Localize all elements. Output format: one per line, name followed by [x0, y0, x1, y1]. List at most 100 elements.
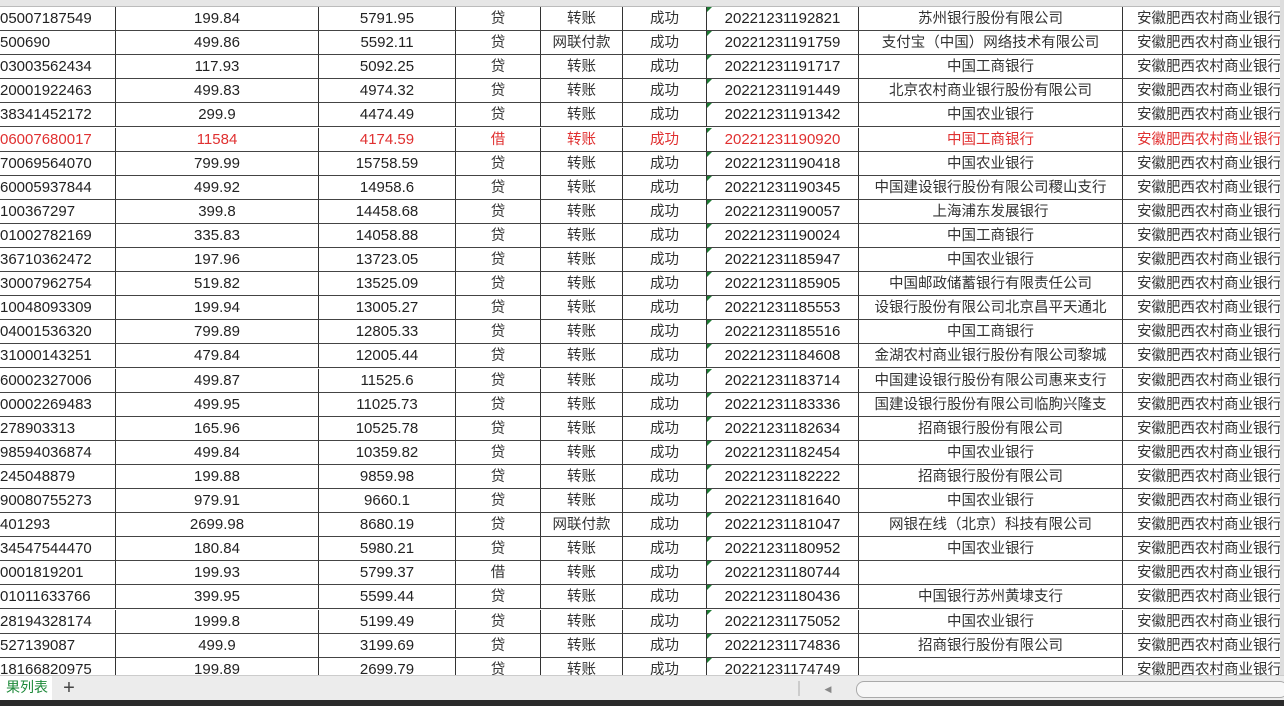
- transaction-type-cell[interactable]: 转账: [541, 537, 623, 562]
- table-row[interactable]: 245048879 199.88 9859.98 贷转账 成功 2022123118222…: [0, 464, 1280, 489]
- counterparty-bank-cell[interactable]: 中国邮政储蓄银行有限责任公司: [859, 272, 1123, 297]
- bank-cell[interactable]: 安徽肥西农村商业银行: [1123, 152, 1280, 176]
- status-cell[interactable]: 成功: [623, 633, 707, 658]
- transaction-type-cell[interactable]: 转账: [541, 440, 623, 465]
- timestamp-cell[interactable]: 20221231190024: [707, 223, 859, 248]
- status-cell[interactable]: 成功: [623, 7, 707, 31]
- status-cell[interactable]: 成功: [623, 175, 707, 200]
- debit-credit-cell[interactable]: 贷: [456, 7, 541, 31]
- account-cell[interactable]: 00002269483: [0, 392, 116, 417]
- transaction-type-cell[interactable]: 转账: [541, 320, 623, 345]
- horizontal-scrollbar[interactable]: [856, 681, 1284, 698]
- bank-cell[interactable]: 安徽肥西农村商业银行: [1123, 417, 1280, 441]
- bank-cell[interactable]: 安徽肥西农村商业银行: [1123, 103, 1280, 128]
- timestamp-cell[interactable]: 20221231182634: [707, 416, 859, 441]
- bank-cell[interactable]: 安徽肥西农村商业银行: [1123, 31, 1280, 56]
- counterparty-bank-cell[interactable]: 招商银行股份有限公司: [859, 633, 1123, 658]
- debit-credit-cell[interactable]: 贷: [456, 368, 541, 393]
- debit-credit-cell[interactable]: 贷: [456, 223, 541, 248]
- bank-cell[interactable]: 安徽肥西农村商业银行: [1123, 441, 1280, 465]
- counterparty-bank-cell[interactable]: 苏州银行股份有限公司: [859, 7, 1123, 31]
- timestamp-cell[interactable]: 20221231183714: [707, 368, 859, 393]
- bank-cell[interactable]: 安徽肥西农村商业银行: [1123, 296, 1280, 321]
- status-cell[interactable]: 成功: [623, 55, 707, 80]
- debit-credit-cell[interactable]: 贷: [456, 31, 541, 56]
- account-cell[interactable]: 10048093309: [0, 296, 116, 321]
- sheet-tab-active[interactable]: 果列表: [0, 676, 52, 701]
- account-cell[interactable]: 38341452172: [0, 103, 116, 128]
- status-cell[interactable]: 成功: [623, 561, 707, 586]
- balance-cell[interactable]: 9859.98: [319, 464, 456, 489]
- counterparty-bank-cell[interactable]: 中国农业银行: [859, 609, 1123, 634]
- transaction-type-cell[interactable]: 转账: [541, 609, 623, 634]
- table-row[interactable]: 60005937844 499.92 14958.6 贷转账 成功 20221231190…: [0, 175, 1280, 200]
- balance-cell[interactable]: 13723.05: [319, 248, 456, 272]
- timestamp-cell[interactable]: 20221231175052: [707, 609, 859, 634]
- debit-credit-cell[interactable]: 贷: [456, 657, 541, 675]
- account-cell[interactable]: 18166820975: [0, 657, 116, 675]
- transaction-type-cell[interactable]: 转账: [541, 103, 623, 128]
- transaction-type-cell[interactable]: 转账: [541, 392, 623, 417]
- timestamp-cell[interactable]: 20221231191759: [707, 31, 859, 56]
- counterparty-bank-cell[interactable]: 中国建设银行股份有限公司稷山支行: [859, 175, 1123, 200]
- table-row[interactable]: 401293 2699.98 8680.19 贷网联付款 成功 2022123118104…: [0, 513, 1280, 538]
- account-cell[interactable]: 01011633766: [0, 585, 116, 610]
- account-cell[interactable]: 500690: [0, 31, 116, 56]
- table-row[interactable]: 100367297 399.8 14458.68 贷转账 成功 2022123119005…: [0, 199, 1280, 224]
- debit-credit-cell[interactable]: 贷: [456, 344, 541, 369]
- balance-cell[interactable]: 14958.6: [319, 175, 456, 200]
- balance-cell[interactable]: 5199.49: [319, 609, 456, 634]
- status-cell[interactable]: 成功: [623, 199, 707, 224]
- transaction-type-cell[interactable]: 转账: [541, 127, 623, 152]
- account-cell[interactable]: 70069564070: [0, 151, 116, 176]
- amount-cell[interactable]: 117.93: [116, 55, 319, 80]
- vertical-scrollbar[interactable]: [1280, 0, 1284, 675]
- balance-cell[interactable]: 5592.11: [319, 31, 456, 56]
- table-row[interactable]: 01002782169 335.83 14058.88 贷转账 成功 2022123119…: [0, 223, 1280, 248]
- table-row[interactable]: 98594036874 499.84 10359.82 贷转账 成功 2022123118…: [0, 440, 1280, 465]
- timestamp-cell[interactable]: 20221231174836: [707, 633, 859, 658]
- amount-cell[interactable]: 499.95: [116, 392, 319, 417]
- account-cell[interactable]: 278903313: [0, 416, 116, 441]
- bank-cell[interactable]: 安徽肥西农村商业银行: [1123, 610, 1280, 634]
- counterparty-bank-cell[interactable]: 中国农业银行: [859, 151, 1123, 176]
- balance-cell[interactable]: 5799.37: [319, 561, 456, 586]
- debit-credit-cell[interactable]: 贷: [456, 103, 541, 128]
- timestamp-cell[interactable]: 20221231190920: [707, 127, 859, 152]
- account-cell[interactable]: 03003562434: [0, 55, 116, 80]
- counterparty-bank-cell[interactable]: 中国建设银行股份有限公司惠来支行: [859, 368, 1123, 393]
- debit-credit-cell[interactable]: 贷: [456, 537, 541, 562]
- timestamp-cell[interactable]: 20221231182222: [707, 464, 859, 489]
- timestamp-cell[interactable]: 20221231185553: [707, 296, 859, 321]
- bank-cell[interactable]: 安徽肥西农村商业银行: [1123, 634, 1280, 658]
- amount-cell[interactable]: 399.95: [116, 585, 319, 610]
- transaction-type-cell[interactable]: 转账: [541, 175, 623, 200]
- status-cell[interactable]: 成功: [623, 464, 707, 489]
- bank-cell[interactable]: 安徽肥西农村商业银行: [1123, 369, 1280, 393]
- balance-cell[interactable]: 11025.73: [319, 392, 456, 417]
- amount-cell[interactable]: 799.89: [116, 320, 319, 345]
- timestamp-cell[interactable]: 20221231184608: [707, 344, 859, 369]
- bank-cell[interactable]: 安徽肥西农村商业银行: [1123, 248, 1280, 272]
- status-cell[interactable]: 成功: [623, 320, 707, 345]
- debit-credit-cell[interactable]: 贷: [456, 248, 541, 272]
- balance-cell[interactable]: 14458.68: [319, 199, 456, 224]
- bank-cell[interactable]: 安徽肥西农村商业银行: [1123, 489, 1280, 513]
- transaction-type-cell[interactable]: 转账: [541, 633, 623, 658]
- table-row[interactable]: 70069564070 799.99 15758.59 贷转账 成功 2022123119…: [0, 151, 1280, 176]
- table-row[interactable]: 05007187549 199.84 5791.95 贷转账 成功 20221231192…: [0, 7, 1280, 31]
- balance-cell[interactable]: 13005.27: [319, 296, 456, 321]
- timestamp-cell[interactable]: 20221231180436: [707, 585, 859, 610]
- bank-cell[interactable]: 安徽肥西农村商业银行: [1123, 561, 1280, 586]
- table-row[interactable]: 03003562434 117.93 5092.25 贷转账 成功 20221231191…: [0, 55, 1280, 80]
- counterparty-bank-cell[interactable]: 中国农业银行: [859, 248, 1123, 272]
- amount-cell[interactable]: 499.86: [116, 31, 319, 56]
- bank-cell[interactable]: 安徽肥西农村商业银行: [1123, 393, 1280, 417]
- bank-cell[interactable]: 安徽肥西农村商业银行: [1123, 79, 1280, 104]
- balance-cell[interactable]: 5791.95: [319, 7, 456, 31]
- amount-cell[interactable]: 11584: [116, 127, 319, 152]
- counterparty-bank-cell[interactable]: 金湖农村商业银行股份有限公司黎城: [859, 344, 1123, 369]
- status-cell[interactable]: 成功: [623, 296, 707, 321]
- status-cell[interactable]: 成功: [623, 392, 707, 417]
- counterparty-bank-cell[interactable]: 北京农村商业银行股份有限公司: [859, 79, 1123, 104]
